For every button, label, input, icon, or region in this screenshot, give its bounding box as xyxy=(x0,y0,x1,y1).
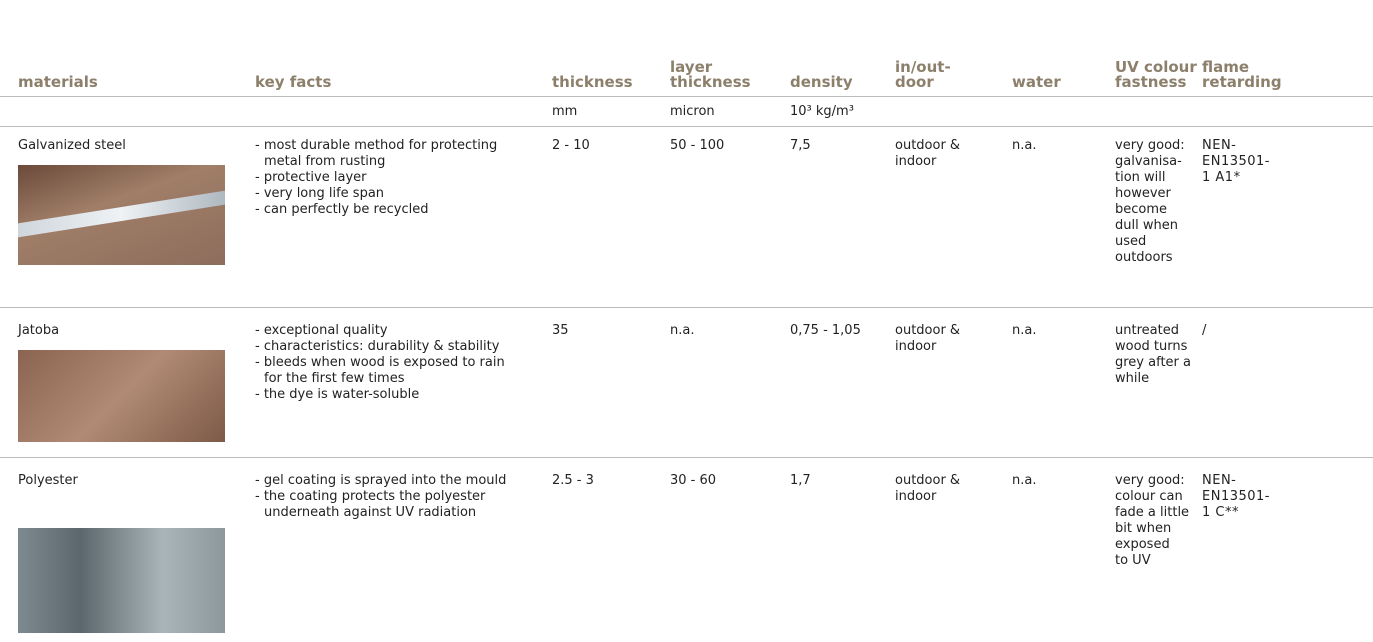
cell-value: outdoor & indoor xyxy=(895,473,975,505)
column-header: key facts xyxy=(255,75,535,90)
cell-value: 30 - 60 xyxy=(670,473,780,489)
column-header: layer thickness xyxy=(670,60,770,90)
uv-line: tion will xyxy=(1115,170,1205,186)
uv-line: grey after a xyxy=(1115,355,1205,371)
uv-line: to UV xyxy=(1115,553,1205,569)
cell-value: 35 xyxy=(552,323,662,339)
flame-retarding: NEN-EN13501-1 A1* xyxy=(1202,138,1268,186)
row-rule xyxy=(0,457,1373,458)
uv-line: untreated xyxy=(1115,323,1205,339)
key-fact: can perfectly be recycled xyxy=(255,202,520,218)
cell-value: 7,5 xyxy=(790,138,890,154)
cell-value: 0,75 - 1,05 xyxy=(790,323,890,339)
flame-retarding: / xyxy=(1202,323,1268,339)
cell-value: 2.5 - 3 xyxy=(552,473,662,489)
cell-value: n.a. xyxy=(1012,473,1107,489)
key-fact: bleeds when wood is exposed to rain for … xyxy=(255,355,520,387)
key-fact: characteristics: durability & stability xyxy=(255,339,520,355)
column-header: UV colour fastness xyxy=(1115,60,1197,90)
uv-line: outdoors xyxy=(1115,250,1205,266)
uv-line: while xyxy=(1115,371,1205,387)
cell-value: outdoor & indoor xyxy=(895,138,975,170)
key-fact: protective layer xyxy=(255,170,520,186)
material-name: Jatoba xyxy=(18,323,238,339)
key-fact: exceptional quality xyxy=(255,323,520,339)
uv-line: however xyxy=(1115,186,1205,202)
uv-line: become xyxy=(1115,202,1205,218)
cell-value: n.a. xyxy=(1012,323,1107,339)
key-fact: very long life span xyxy=(255,186,520,202)
cell-value: n.a. xyxy=(670,323,780,339)
key-fact: gel coating is sprayed into the mould xyxy=(255,473,520,489)
column-header: in/out-door xyxy=(895,60,965,90)
uv-line: fade a little xyxy=(1115,505,1205,521)
uv-line: wood turns xyxy=(1115,339,1205,355)
key-facts: exceptional qualitycharacteristics: dura… xyxy=(255,323,520,403)
row-rule xyxy=(0,307,1373,308)
uv-line: galvanisa- xyxy=(1115,154,1205,170)
material-photo xyxy=(18,350,225,442)
uv-line: exposed xyxy=(1115,537,1205,553)
page: materials key facts thickness mm layer thick… xyxy=(0,0,1373,642)
material-photo xyxy=(18,165,225,265)
uv-line: dull when xyxy=(1115,218,1205,234)
column-header: density xyxy=(790,75,890,90)
uv-line: used xyxy=(1115,234,1205,250)
cell-value: 2 - 10 xyxy=(552,138,662,154)
material-name: Galvanized steel xyxy=(18,138,238,154)
cell-value: outdoor & indoor xyxy=(895,323,975,355)
column-header: materials xyxy=(18,75,238,90)
cell-value: 1,7 xyxy=(790,473,890,489)
uv-line: bit when xyxy=(1115,521,1205,537)
key-fact: the coating protects the polyester under… xyxy=(255,489,520,521)
header-rule xyxy=(0,96,1373,97)
material-photo xyxy=(18,528,225,633)
key-facts: gel coating is sprayed into the mouldthe… xyxy=(255,473,520,521)
key-fact: the dye is water-soluble xyxy=(255,387,520,403)
unit-label: mm xyxy=(552,104,662,120)
cell-value: n.a. xyxy=(1012,138,1107,154)
units-rule xyxy=(0,126,1373,127)
uv-line: very good: xyxy=(1115,138,1205,154)
material-name: Polyester xyxy=(18,473,238,489)
key-fact: most durable method for protecting metal… xyxy=(255,138,520,170)
flame-retarding: NEN-EN13501-1 C** xyxy=(1202,473,1268,521)
unit-label: micron xyxy=(670,104,780,120)
column-header: thickness xyxy=(552,75,662,90)
unit-label: 10³ kg/m³ xyxy=(790,104,890,120)
column-header: water xyxy=(1012,75,1107,90)
uv-line: colour can xyxy=(1115,489,1205,505)
column-header: flame retarding xyxy=(1202,60,1292,90)
uv-line: very good: xyxy=(1115,473,1205,489)
key-facts: most durable method for protecting metal… xyxy=(255,138,520,218)
cell-value: 50 - 100 xyxy=(670,138,780,154)
